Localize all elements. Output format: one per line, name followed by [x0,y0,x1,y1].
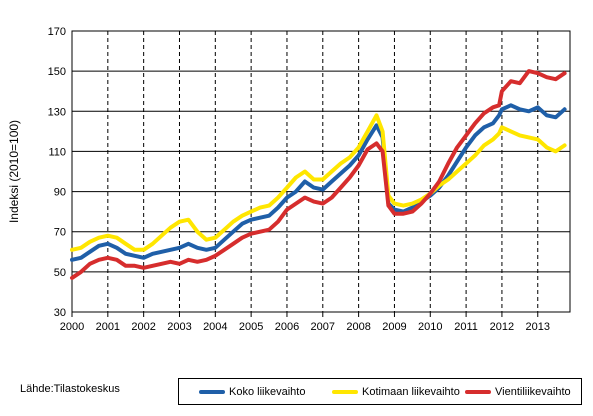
x-tick-label: 2005 [239,321,263,333]
legend-swatch-kotimaan [332,389,358,394]
x-tick-label: 2007 [311,321,335,333]
y-tick-label: 130 [48,106,66,118]
legend-item-vienti: Vientiliikevaihto [465,379,571,404]
series-line-kotimaan [70,113,567,252]
legend-label-kotimaan: Kotimaan liikevaihto [362,385,460,398]
x-tick-label: 2002 [131,321,155,333]
legend-item-koko: Koko liikevaihto [199,379,305,404]
x-axis-ticks: 2000 2001 2002 2003 2004 2005 2006 2007 2008 2009… [60,312,550,333]
y-tick-label: 150 [48,66,66,78]
x-tick-label: 2006 [275,321,299,333]
y-tick-label: 110 [48,146,66,158]
y-tick-label: 170 [48,26,66,38]
series-lines [70,69,567,280]
series-line-vienti [70,69,567,280]
x-tick-label: 2001 [96,321,120,333]
x-tick-label: 2004 [203,321,227,333]
y-tick-label: 70 [54,227,66,239]
legend-swatch-vienti [465,389,491,394]
horizontal-gridlines [72,70,570,273]
plot-frame [71,30,571,313]
source-note: Lähde:Tilastokeskus [20,383,120,395]
y-tick-label: 50 [54,267,66,279]
legend-label-vienti: Vientiliikevaihto [495,385,571,398]
x-tick-label: 2008 [346,321,370,333]
legend-label-koko: Koko liikevaihto [229,385,306,398]
x-tick-label: 2013 [526,321,550,333]
x-tick-label: 2010 [418,321,442,333]
vertical-gridlines [107,31,539,312]
y-tick-label: 30 [54,307,66,319]
y-tick-label: 90 [54,187,66,199]
legend: Koko liikevaihto Kotimaan liikevaihto Vi… [178,378,582,405]
x-tick-label: 2000 [60,321,84,333]
x-tick-label: 2003 [167,321,191,333]
series-line-koko [70,103,567,262]
x-tick-label: 2011 [454,321,478,333]
y-axis-ticks: 30 50 70 90 110 130 150 170 [48,26,66,319]
y-axis-label: Indeksi (2010=100) [7,120,21,223]
x-tick-label: 2012 [490,321,514,333]
legend-item-kotimaan: Kotimaan liikevaihto [332,379,460,404]
x-tick-label: 2009 [382,321,406,333]
legend-swatch-koko [199,389,225,394]
